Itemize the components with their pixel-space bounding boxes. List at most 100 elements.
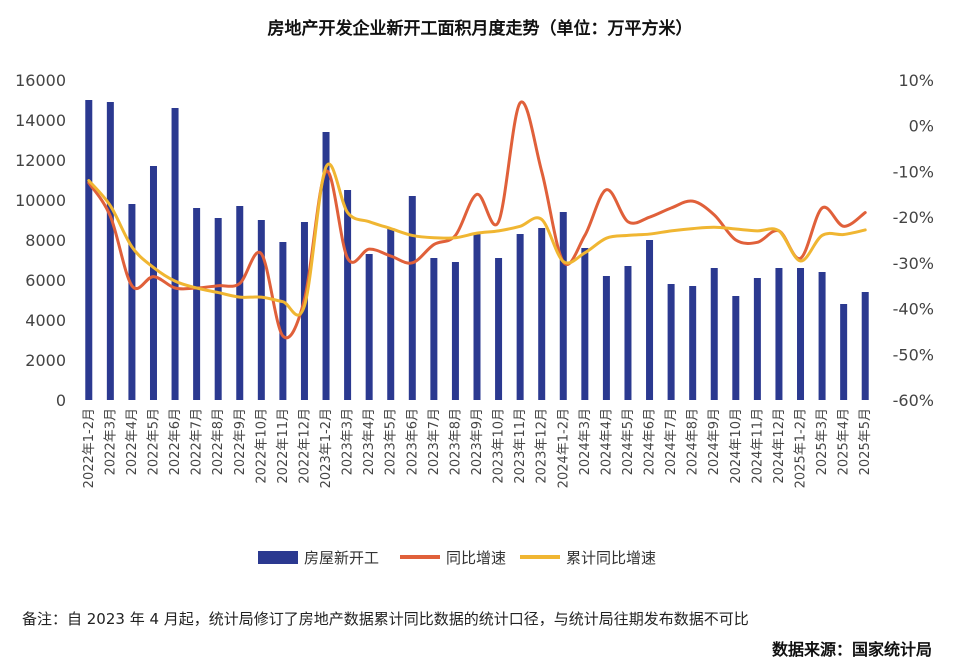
bar <box>775 268 783 400</box>
x-tick-label: 2025年4月 <box>837 408 852 475</box>
bar <box>667 284 675 400</box>
bar <box>106 102 114 400</box>
x-tick-label: 2025年3月 <box>815 408 830 475</box>
bar <box>818 272 826 400</box>
left-tick-label: 0 <box>56 391 66 410</box>
right-tick-label: -30% <box>893 254 934 273</box>
left-tick-label: 2000 <box>25 351 66 370</box>
right-tick-label: 10% <box>898 71 934 90</box>
bar <box>430 258 438 400</box>
x-tick-label: 2023年1-2月 <box>319 408 334 488</box>
right-axis: -60% -50% -40% -30% -20% -10% 0% 10% <box>893 71 934 410</box>
data-source: 数据来源：国家统计局 <box>771 640 932 659</box>
bar <box>710 268 718 400</box>
bar <box>300 222 308 400</box>
bar <box>732 296 740 400</box>
legend-swatch-bar <box>258 551 298 564</box>
left-tick-label: 16000 <box>15 71 66 90</box>
line-series <box>87 100 867 340</box>
x-tick-label: 2024年10月 <box>729 408 744 484</box>
bar <box>451 262 459 400</box>
x-tick-label: 2022年5月 <box>146 408 161 475</box>
x-tick-label: 2024年7月 <box>664 408 679 475</box>
x-tick-label: 2022年6月 <box>168 408 183 475</box>
x-tick-label: 2024年5月 <box>621 408 636 475</box>
x-tick-label: 2023年6月 <box>405 408 420 475</box>
left-tick-label: 10000 <box>15 191 66 210</box>
left-tick-label: 6000 <box>25 271 66 290</box>
legend-label: 房屋新开工 <box>304 549 379 567</box>
bar <box>473 234 481 400</box>
x-tick-label: 2024年12月 <box>772 408 787 484</box>
x-tick-label: 2022年9月 <box>233 408 248 475</box>
legend-label: 累计同比增速 <box>566 549 656 567</box>
bar-series <box>85 100 869 400</box>
bar <box>365 254 373 400</box>
bar <box>85 100 93 400</box>
bar <box>797 268 805 400</box>
x-tick-label: 2024年11月 <box>750 408 765 484</box>
bar <box>646 240 654 400</box>
x-tick-label: 2023年10月 <box>492 408 507 484</box>
bar <box>149 166 157 400</box>
x-tick-label: 2025年5月 <box>858 408 873 475</box>
x-tick-label: 2024年9月 <box>707 408 722 475</box>
x-axis: 2022年1-2月 2022年3月 2022年4月 2022年5月 2022年6月 202… <box>82 408 873 488</box>
bar <box>753 278 761 400</box>
chart-svg: 0 2000 4000 6000 8000 10000 12000 14000 16000 -6… <box>15 71 934 567</box>
bar <box>193 208 201 400</box>
bar <box>495 258 503 400</box>
x-tick-label: 2023年11月 <box>513 408 528 484</box>
chart-title: 房地产开发企业新开工面积月度走势（单位：万平方米） <box>267 19 693 39</box>
bar <box>387 228 395 400</box>
footnote: 备注：自 2023 年 4 月起，统计局修订了房地产数据累计同比数据的统计口径，… <box>22 610 749 628</box>
x-tick-label: 2023年5月 <box>384 408 399 475</box>
bar <box>171 108 179 400</box>
x-tick-label: 2023年3月 <box>341 408 356 475</box>
left-tick-label: 14000 <box>15 111 66 130</box>
bar <box>559 212 567 400</box>
bar <box>624 266 632 400</box>
right-tick-label: -50% <box>893 345 934 364</box>
bar <box>538 228 546 400</box>
x-tick-label: 2023年12月 <box>535 408 550 484</box>
bar <box>236 206 244 400</box>
bar <box>214 218 222 400</box>
x-tick-label: 2023年7月 <box>427 408 442 475</box>
x-tick-label: 2022年8月 <box>211 408 226 475</box>
legend-label: 同比增速 <box>446 549 506 567</box>
right-tick-label: -10% <box>893 162 934 181</box>
bar <box>516 234 524 400</box>
x-tick-label: 2022年7月 <box>190 408 205 475</box>
right-tick-label: 0% <box>909 117 934 136</box>
left-tick-label: 8000 <box>25 231 66 250</box>
x-tick-label: 2022年3月 <box>103 408 118 475</box>
bar <box>602 276 610 400</box>
bar <box>322 132 330 400</box>
x-tick-label: 2022年12月 <box>297 408 312 484</box>
right-tick-label: -60% <box>893 391 934 410</box>
bar <box>581 248 589 400</box>
legend: 房屋新开工 同比增速 累计同比增速 <box>258 549 656 567</box>
left-axis: 0 2000 4000 6000 8000 10000 12000 14000 16000 <box>15 71 66 410</box>
x-tick-label: 2024年8月 <box>686 408 701 475</box>
x-tick-label: 2022年11月 <box>276 408 291 484</box>
x-tick-label: 2024年6月 <box>643 408 658 475</box>
bar <box>128 204 136 400</box>
bar <box>861 292 869 400</box>
left-tick-label: 4000 <box>25 311 66 330</box>
yoy-growth-line <box>87 100 867 340</box>
cumulative-yoy-growth-line <box>87 162 867 317</box>
x-tick-label: 2024年1-2月 <box>556 408 571 488</box>
right-tick-label: -40% <box>893 300 934 319</box>
x-tick-label: 2025年1-2月 <box>794 408 809 488</box>
bar <box>257 220 265 400</box>
x-tick-label: 2022年1-2月 <box>82 408 97 488</box>
x-tick-label: 2022年10月 <box>254 408 269 484</box>
left-tick-label: 12000 <box>15 151 66 170</box>
x-tick-label: 2023年4月 <box>362 408 377 475</box>
x-tick-label: 2024年3月 <box>578 408 593 475</box>
x-tick-label: 2023年8月 <box>448 408 463 475</box>
bar <box>840 304 848 400</box>
x-tick-label: 2024年4月 <box>599 408 614 475</box>
